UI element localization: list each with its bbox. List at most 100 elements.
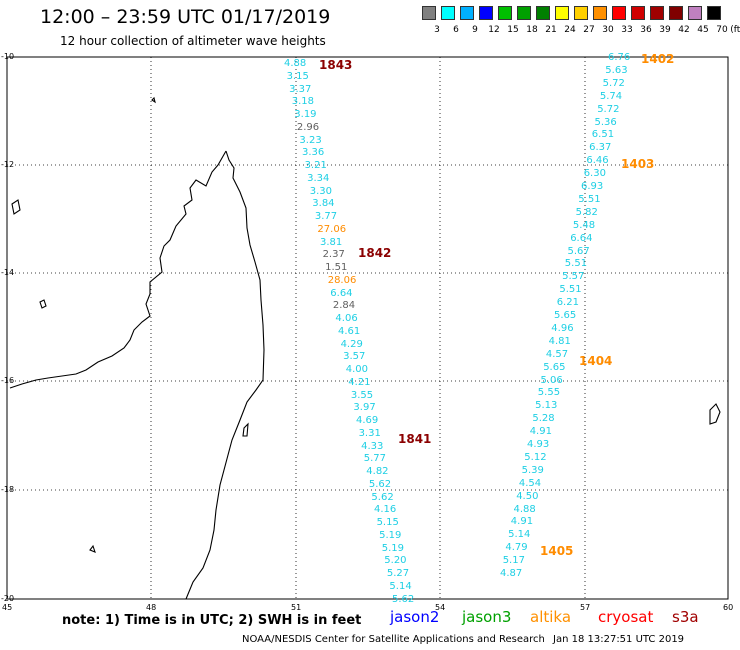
wave-height-value: 1.51 bbox=[325, 262, 348, 273]
wave-height-value: 4.93 bbox=[527, 439, 550, 450]
wave-height-value: 3.21 bbox=[304, 160, 327, 171]
wave-height-value: 2.96 bbox=[296, 121, 320, 133]
wave-height-value: 28.06 bbox=[327, 274, 357, 286]
satellite-name: jason3 bbox=[462, 608, 512, 626]
wave-height-value: 3.30 bbox=[309, 185, 332, 197]
wave-height-value: 4.50 bbox=[516, 490, 539, 502]
wave-height-value: 5.62 bbox=[368, 478, 392, 490]
wave-height-value: 5.20 bbox=[384, 555, 407, 567]
graticule bbox=[7, 57, 728, 599]
longitude-label: 48 bbox=[146, 603, 157, 612]
wave-height-value: 3.34 bbox=[307, 172, 330, 184]
map-subtitle: 12 hour collection of altimeter wave hei… bbox=[60, 34, 326, 48]
legend-swatch bbox=[536, 6, 550, 20]
legend-swatch bbox=[422, 6, 436, 20]
legend-label: 45 bbox=[697, 25, 709, 35]
wave-height-value: 5.19 bbox=[379, 529, 402, 541]
legend-label: 36 bbox=[640, 25, 652, 35]
wave-height-value: 5.48 bbox=[572, 219, 596, 231]
legend-label: 9 bbox=[472, 25, 478, 35]
footer-organization: NOAA/NESDIS Center for Satellite Applica… bbox=[242, 634, 545, 645]
legend-swatch bbox=[688, 6, 702, 20]
legend-label: 3 bbox=[434, 25, 440, 35]
legend-label: 33 bbox=[621, 25, 633, 35]
wave-height-value: 5.51 bbox=[564, 258, 588, 270]
wave-height-value: 3.77 bbox=[314, 211, 338, 222]
wave-height-value: 2.84 bbox=[332, 300, 356, 312]
legend-swatch bbox=[574, 6, 588, 20]
wave-height-value: 5.72 bbox=[597, 103, 620, 115]
wave-height-value: 4.00 bbox=[345, 364, 368, 375]
wave-height-value: 4.57 bbox=[545, 348, 569, 360]
longitude-label: 57 bbox=[580, 603, 591, 612]
wave-height-value: 5.51 bbox=[578, 193, 601, 205]
wave-height-value: 4.91 bbox=[529, 426, 552, 438]
wave-height-value: 6.30 bbox=[583, 168, 606, 180]
longitude-label: 60 bbox=[723, 603, 734, 612]
legend-swatch bbox=[555, 6, 569, 20]
wave-height-value: 6.93 bbox=[581, 181, 604, 192]
map-title: 12:00 – 23:59 UTC 01/17/2019 bbox=[40, 6, 331, 28]
legend-label: 39 bbox=[659, 25, 671, 35]
wave-height-value: 6.37 bbox=[589, 142, 612, 154]
coastline-madagascar bbox=[9, 96, 721, 600]
legend-swatch bbox=[650, 6, 664, 20]
wave-height-value: 2.37 bbox=[322, 249, 345, 261]
latitude-label: -14 bbox=[1, 268, 15, 277]
legend-swatch bbox=[479, 6, 493, 20]
legend-label: 24 bbox=[564, 25, 576, 35]
legend-label: 27 bbox=[583, 25, 595, 35]
wave-height-value: 5.67 bbox=[567, 245, 590, 257]
satellite-name: jason2 bbox=[390, 608, 440, 626]
wave-height-value: 5.57 bbox=[562, 271, 585, 283]
wave-height-value: 4.16 bbox=[374, 504, 397, 516]
wave-height-value: 3.55 bbox=[350, 389, 374, 401]
wave-height-value: 4.81 bbox=[548, 335, 571, 347]
wave-height-value: 5.13 bbox=[535, 400, 558, 412]
footer-note: note: 1) Time is in UTC; 2) SWH is in fe… bbox=[62, 613, 362, 628]
wave-height-value: 4.82 bbox=[366, 466, 389, 477]
wave-height-value: 5.62 bbox=[371, 491, 394, 503]
legend-swatch bbox=[612, 6, 626, 20]
pass-number-label: 1404 bbox=[579, 354, 613, 368]
wave-height-value: 4.69 bbox=[356, 415, 379, 426]
pass-number-label: 1402 bbox=[641, 52, 675, 66]
wave-height-value: 3.81 bbox=[320, 236, 343, 248]
wave-height-value: 4.91 bbox=[510, 516, 534, 528]
wave-height-value: 3.31 bbox=[358, 427, 381, 439]
wave-height-value: 6.21 bbox=[556, 297, 579, 309]
wave-height-value: 3.84 bbox=[312, 198, 335, 210]
wave-height-value: 4.33 bbox=[361, 440, 384, 452]
latitude-label: -16 bbox=[1, 376, 15, 385]
wave-height-value: 5.28 bbox=[532, 413, 555, 425]
latitude-label: -12 bbox=[1, 160, 15, 169]
pass-number-label: 1841 bbox=[398, 432, 432, 446]
legend-label: 21 bbox=[545, 25, 557, 35]
wave-height-value: 5.72 bbox=[602, 77, 625, 89]
wave-height-value: 6.46 bbox=[586, 155, 609, 167]
legend-label: 42 bbox=[678, 25, 690, 35]
wave-height-value: 3.97 bbox=[353, 402, 376, 414]
latitude-label: -10 bbox=[1, 52, 15, 61]
wave-height-value: 27.06 bbox=[317, 223, 347, 235]
wave-height-value: 4.29 bbox=[340, 338, 363, 350]
wave-height-value: 5.27 bbox=[386, 568, 410, 579]
legend-swatch bbox=[517, 6, 531, 20]
wave-height-value: 4.61 bbox=[338, 325, 361, 337]
wave-height-value: 5.15 bbox=[376, 517, 399, 528]
wave-height-value: 5.74 bbox=[599, 90, 623, 102]
wave-height-value: 5.65 bbox=[543, 361, 566, 373]
wave-height-value: 5.06 bbox=[540, 374, 563, 386]
wave-height-value: 6.64 bbox=[330, 287, 353, 299]
wave-height-value: 3.36 bbox=[302, 147, 325, 159]
legend-swatch bbox=[460, 6, 474, 20]
longitude-label: 51 bbox=[291, 603, 302, 612]
wave-height-value: 6.51 bbox=[591, 129, 615, 141]
legend-label: 12 bbox=[488, 25, 500, 35]
latitude-label: -18 bbox=[1, 485, 15, 494]
wave-height-value: 3.57 bbox=[343, 351, 366, 363]
legend-label: 15 bbox=[507, 25, 519, 35]
wave-height-value: 4.88 bbox=[513, 503, 536, 515]
wave-height-value: 4.54 bbox=[518, 477, 542, 489]
